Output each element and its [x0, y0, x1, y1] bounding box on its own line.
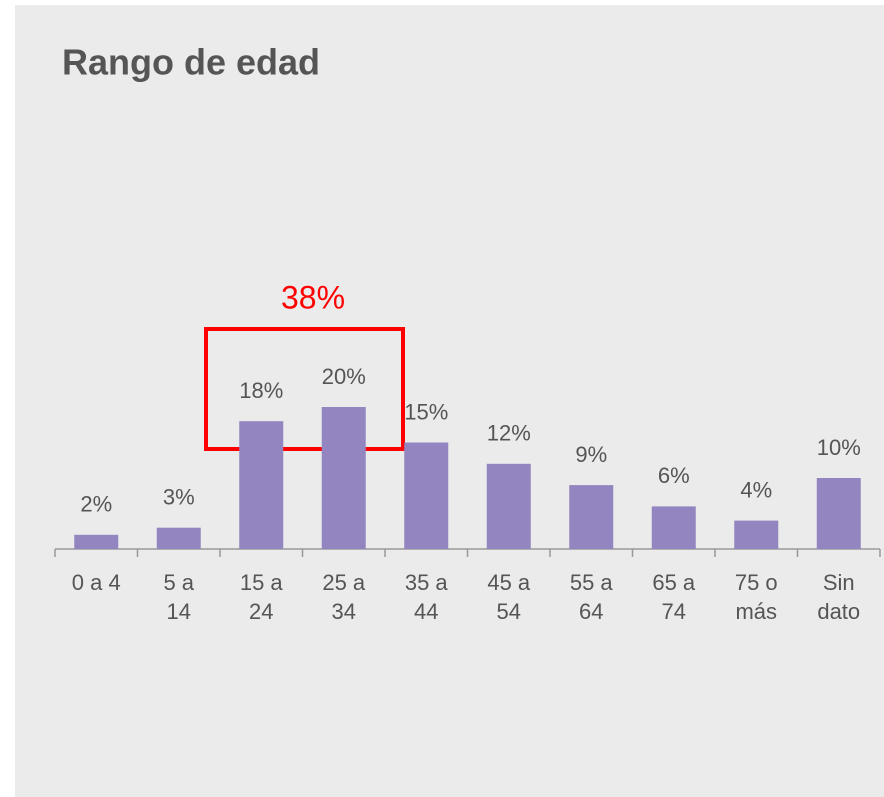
value-label: 2% — [80, 492, 112, 517]
bar — [486, 463, 531, 549]
x-tick-label: 55 a 64 — [569, 570, 613, 624]
x-tick-label: 35 a 44 — [404, 570, 448, 624]
bar — [321, 407, 366, 549]
bar — [816, 478, 861, 549]
bar — [74, 534, 119, 549]
x-tick-label: 15 a 24 — [239, 570, 283, 624]
value-label: 9% — [575, 442, 607, 467]
bar — [156, 527, 201, 549]
chart-title: Rango de edad — [62, 42, 320, 83]
x-tick-label: 5 a 14 — [163, 570, 195, 624]
value-label: 10% — [817, 435, 861, 460]
panel — [15, 5, 884, 797]
x-tick-label: 45 a 54 — [487, 570, 531, 624]
value-label: 20% — [322, 364, 366, 389]
bar — [569, 485, 614, 549]
value-label: 12% — [487, 421, 531, 446]
annotation: 38% — [281, 279, 345, 315]
bar — [734, 520, 779, 549]
x-tick-label: 25 a 34 — [322, 570, 366, 624]
highlight-box — [204, 327, 405, 451]
value-label: 6% — [658, 463, 690, 488]
x-tick-label: 75 o más — [734, 570, 778, 624]
value-label: 15% — [404, 399, 448, 424]
bar — [404, 442, 449, 549]
x-tick-label: 0 a 4 — [71, 570, 121, 595]
bar — [651, 506, 696, 549]
value-label: 3% — [163, 485, 195, 510]
bar — [239, 421, 284, 549]
x-tick-label: Sin dato — [817, 570, 861, 624]
x-tick-label: 65 a 74 — [652, 570, 696, 624]
value-label: 18% — [239, 378, 283, 403]
value-label: 4% — [740, 477, 772, 502]
